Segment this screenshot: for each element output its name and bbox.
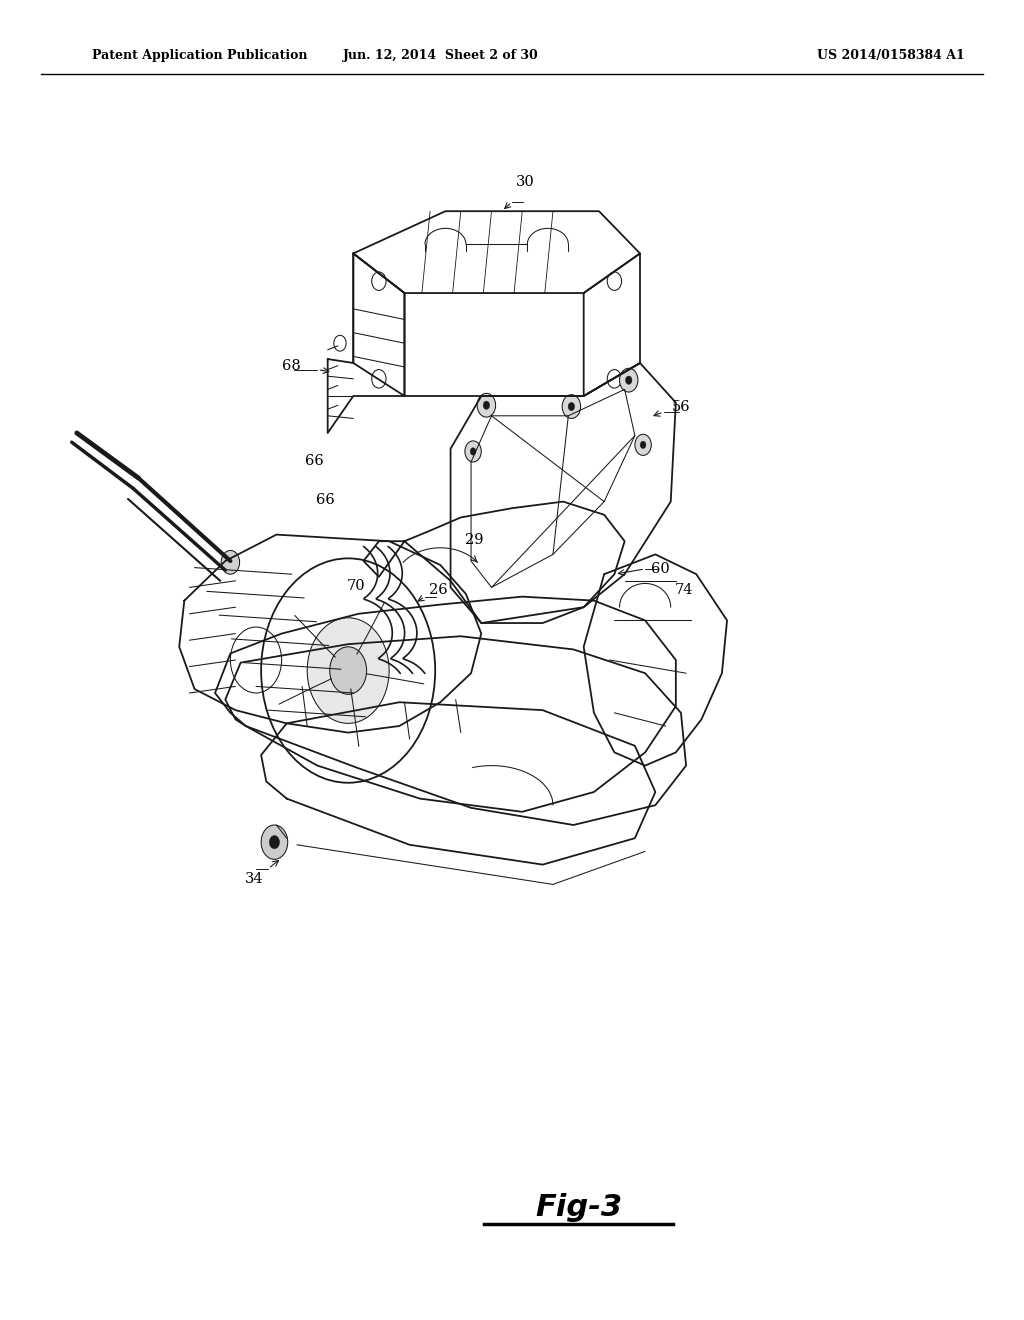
Text: 68: 68 <box>283 359 301 372</box>
Circle shape <box>269 836 280 849</box>
Text: 26: 26 <box>429 583 447 597</box>
Text: 70: 70 <box>347 579 366 593</box>
Circle shape <box>221 550 240 574</box>
Circle shape <box>465 441 481 462</box>
Circle shape <box>330 647 367 694</box>
Circle shape <box>477 393 496 417</box>
Circle shape <box>620 368 638 392</box>
Text: 74: 74 <box>675 583 693 597</box>
Text: 56: 56 <box>672 400 690 413</box>
Circle shape <box>470 447 476 455</box>
Circle shape <box>640 441 646 449</box>
Text: 34: 34 <box>245 873 263 886</box>
Text: 66: 66 <box>316 494 335 507</box>
Text: US 2014/0158384 A1: US 2014/0158384 A1 <box>817 49 965 62</box>
Circle shape <box>261 825 288 859</box>
Text: Jun. 12, 2014  Sheet 2 of 30: Jun. 12, 2014 Sheet 2 of 30 <box>342 49 539 62</box>
Text: 60: 60 <box>651 562 670 576</box>
Text: 66: 66 <box>305 454 324 467</box>
Circle shape <box>307 618 389 723</box>
Circle shape <box>568 403 574 411</box>
Circle shape <box>562 395 581 418</box>
Text: Patent Application Publication: Patent Application Publication <box>92 49 307 62</box>
Circle shape <box>635 434 651 455</box>
Circle shape <box>483 401 489 409</box>
Text: Fig-3: Fig-3 <box>535 1193 623 1222</box>
Circle shape <box>626 376 632 384</box>
Text: 30: 30 <box>516 176 535 189</box>
Text: 29: 29 <box>465 533 483 546</box>
